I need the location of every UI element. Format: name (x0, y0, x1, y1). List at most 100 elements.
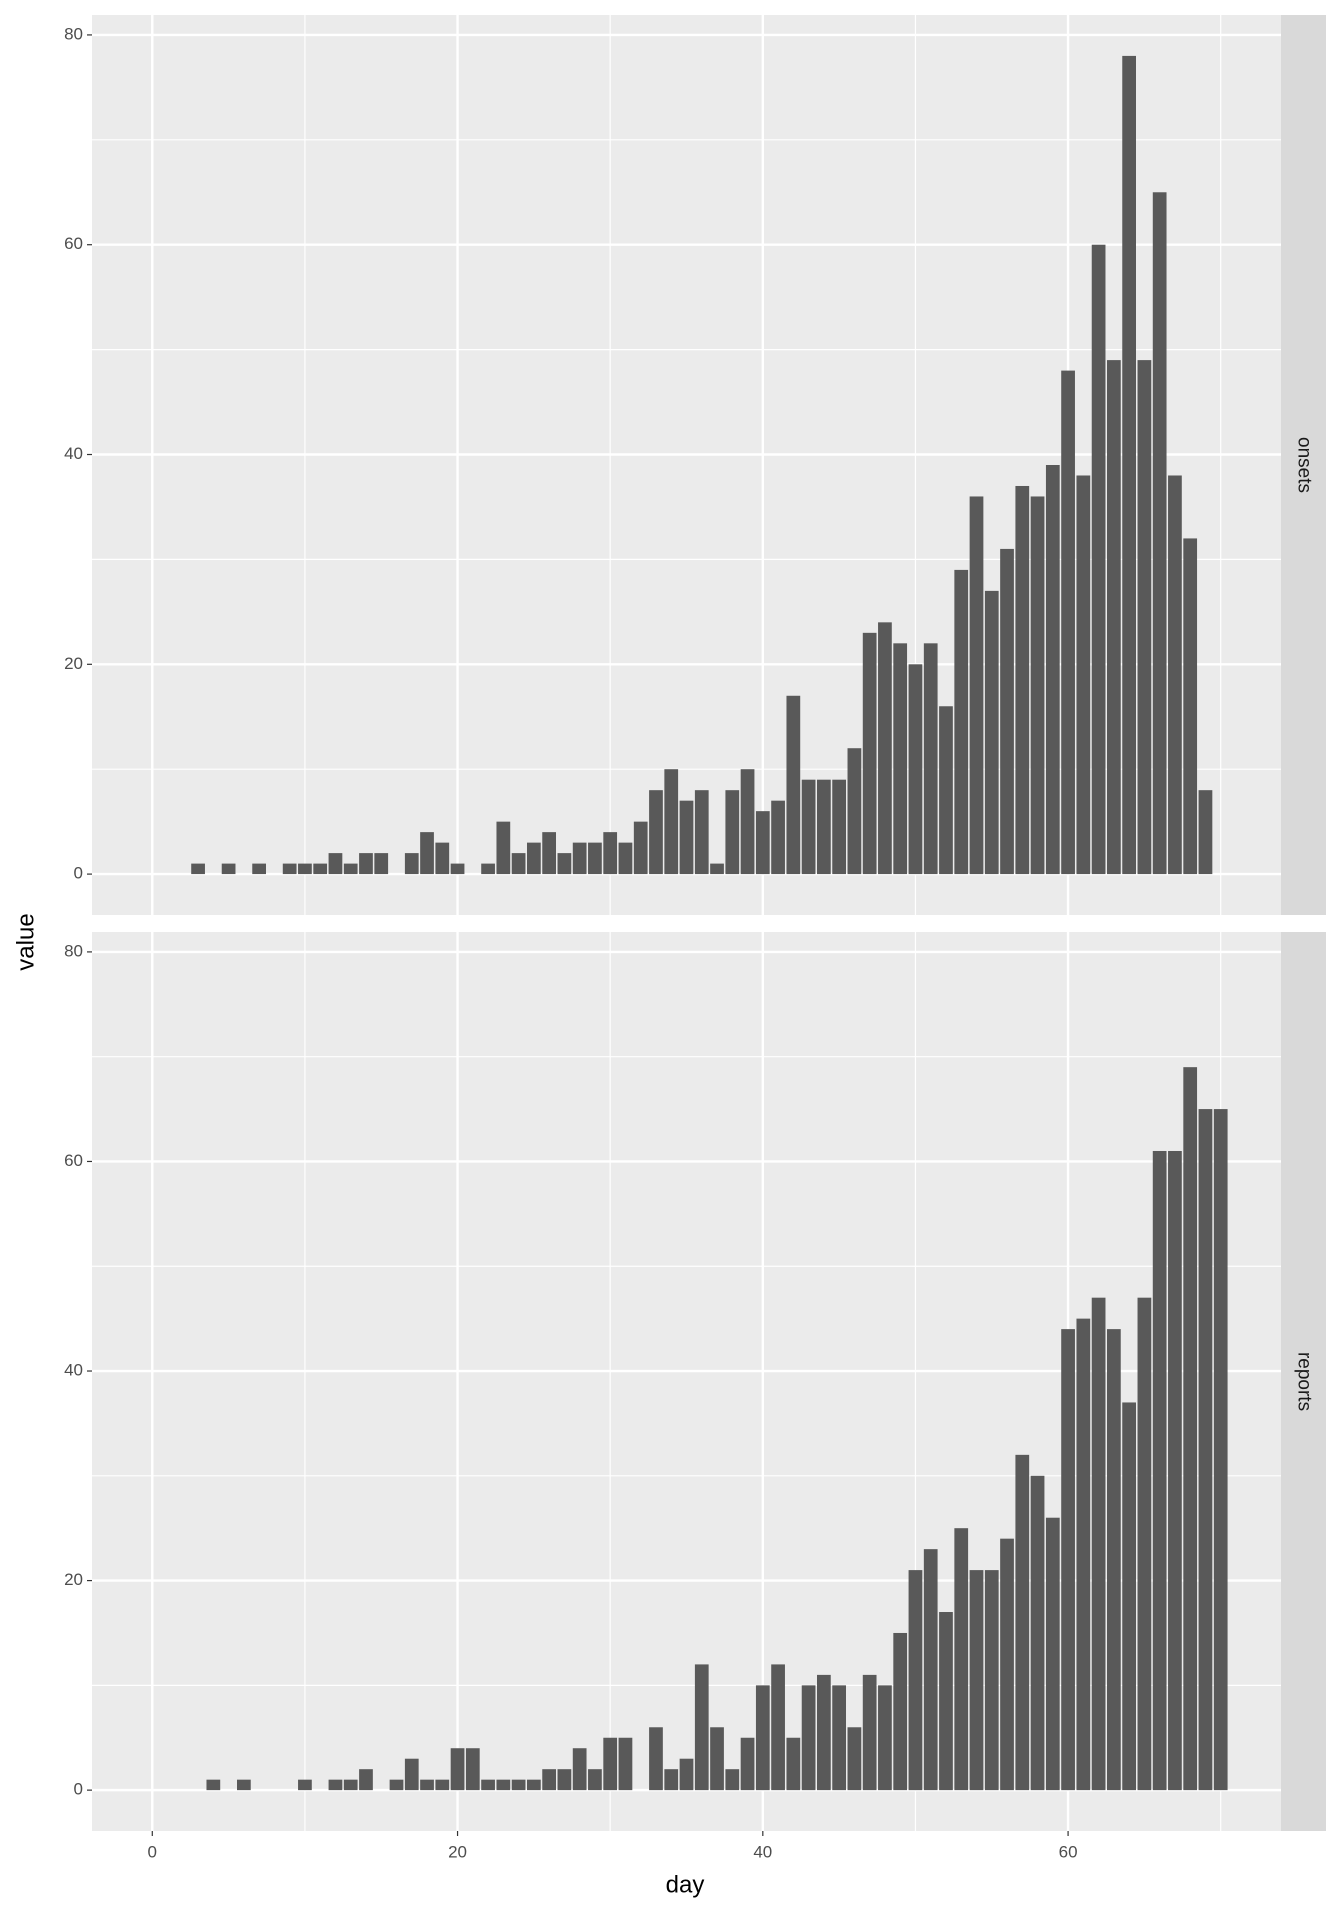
y-tick-label: 60 (64, 1151, 83, 1170)
bar (1000, 1538, 1014, 1791)
bar (1213, 1109, 1228, 1791)
bar (389, 1779, 404, 1791)
bar (923, 643, 938, 875)
bar (603, 1737, 618, 1791)
x-tick-label: 0 (148, 1842, 157, 1861)
bar (679, 800, 694, 875)
bar (1183, 1067, 1198, 1791)
bar (557, 1769, 572, 1791)
bar (1045, 1517, 1060, 1791)
bar (404, 1758, 419, 1791)
bar (755, 811, 770, 875)
bar (282, 863, 297, 875)
bar (633, 821, 648, 875)
y-tick-label: 80 (64, 941, 83, 960)
bar (893, 643, 908, 875)
y-tick-label: 60 (64, 234, 83, 253)
bar (862, 632, 877, 875)
x-tick-label: 40 (753, 1842, 772, 1861)
bar (679, 1758, 694, 1791)
bar (847, 1727, 862, 1791)
bar (328, 853, 343, 875)
bar (481, 1779, 495, 1791)
bar (1045, 465, 1060, 875)
bar (511, 1779, 526, 1791)
bar (817, 1674, 831, 1791)
bar (771, 800, 785, 875)
bar (649, 790, 663, 875)
bar (1030, 496, 1045, 875)
y-axis-title: value (12, 913, 39, 970)
bar (343, 863, 358, 875)
bar (1061, 1329, 1075, 1791)
bar (710, 1727, 724, 1791)
bar (206, 1779, 221, 1791)
bar (1015, 1454, 1030, 1791)
bar (664, 1769, 679, 1791)
x-tick-label: 60 (1059, 1842, 1078, 1861)
x-axis-title: day (666, 1871, 705, 1898)
bar (801, 779, 816, 875)
bar (878, 622, 892, 875)
bar (465, 1748, 480, 1791)
bar (1152, 192, 1167, 875)
bar (1198, 790, 1213, 875)
y-tick-label: 20 (64, 1570, 83, 1589)
bar (649, 1727, 663, 1791)
bar (817, 779, 831, 875)
bar (1198, 1109, 1213, 1791)
bar (939, 1612, 953, 1791)
bar (1122, 1402, 1136, 1791)
bar (343, 1779, 358, 1791)
y-tick-label: 80 (64, 24, 83, 43)
bar (710, 863, 724, 875)
bar (496, 1779, 511, 1791)
bar (755, 1685, 770, 1791)
y-tick-label: 0 (74, 864, 83, 883)
bar (481, 863, 495, 875)
bar (252, 863, 266, 875)
bar (221, 863, 236, 875)
bar (618, 842, 633, 875)
bar (786, 1737, 801, 1791)
bar (450, 863, 465, 875)
bar (954, 569, 969, 875)
bar (1183, 538, 1198, 875)
y-tick-label: 0 (74, 1780, 83, 1799)
bar (908, 1570, 923, 1791)
bar (572, 842, 587, 875)
bar (832, 779, 846, 875)
bar (1137, 360, 1152, 875)
bar (557, 853, 572, 875)
bar (1015, 485, 1030, 875)
bar (298, 863, 312, 875)
bar (801, 1685, 816, 1791)
bar (572, 1748, 587, 1791)
strip-label: reports (1293, 1352, 1314, 1411)
bar (527, 1779, 541, 1791)
bar (969, 1570, 984, 1791)
bar (511, 853, 526, 875)
bar (1107, 1329, 1121, 1791)
bar (878, 1685, 892, 1791)
bar (496, 821, 511, 875)
bar (664, 769, 679, 875)
bar (191, 863, 205, 875)
bar (740, 1737, 755, 1791)
bar (725, 1769, 740, 1791)
bar (435, 1779, 450, 1791)
strip-label: onsets (1293, 437, 1314, 493)
strip-background (1281, 932, 1326, 1831)
bar (694, 1664, 709, 1791)
bar (786, 695, 801, 875)
bar (588, 1769, 602, 1791)
bar (298, 1779, 312, 1791)
bar (313, 863, 328, 875)
bar (1030, 1475, 1045, 1791)
bar (954, 1528, 969, 1791)
bar (618, 1737, 633, 1791)
bar (450, 1748, 465, 1791)
bar (1091, 244, 1106, 875)
bar (404, 853, 419, 875)
